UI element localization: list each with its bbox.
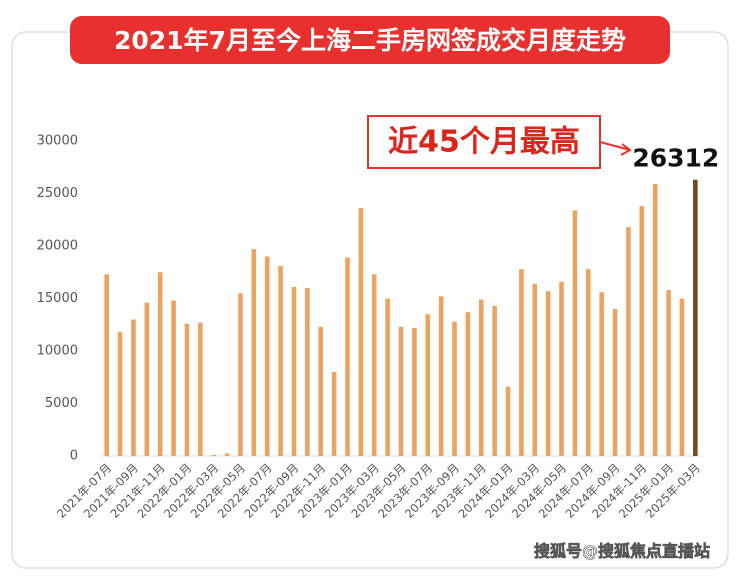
bar [291,286,297,456]
title-ribbon [70,16,670,64]
bar [572,210,578,456]
y-tick-label: 30000 [37,134,78,149]
bar [358,208,364,456]
chart-title: 2021年7月至今上海二手房网签成交月度走势 [114,26,626,55]
bar [626,227,631,456]
bar [452,321,457,456]
bar [264,256,270,456]
bar [652,184,658,457]
bar [585,269,591,456]
bar [211,454,217,456]
watermark: 搜狐号@搜狐焦点直播站 [534,542,710,561]
bar [131,319,136,456]
bar [104,274,109,456]
bar [666,290,671,456]
y-tick-label: 10000 [37,344,78,359]
bar [198,322,203,456]
bar [238,293,243,456]
bar [612,309,618,456]
bar [371,274,377,456]
bar [224,453,230,456]
bar [144,302,150,456]
bar [117,332,123,456]
annotation-box [367,115,601,169]
value-label: 26312 [632,144,719,173]
bar [505,386,511,456]
bar [412,327,417,456]
y-tick-label: 0 [70,449,78,464]
bar [398,326,404,456]
bar [184,323,190,456]
bar [679,298,685,456]
bar [545,291,551,456]
bar [318,326,324,456]
bar [438,296,444,456]
bar [693,179,698,456]
bar [559,281,564,456]
bar [345,257,350,456]
bar [425,314,431,456]
bar [478,299,484,456]
bar [599,292,604,456]
y-tick-label: 5000 [45,396,78,411]
bar [519,269,524,456]
annotation-arrow [599,141,632,156]
bar [251,249,257,456]
bar [532,283,538,456]
bar [278,265,283,456]
y-tick-label: 15000 [37,291,78,306]
y-tick-label: 20000 [37,239,78,254]
bar [465,312,471,456]
y-tick-label: 25000 [37,186,78,201]
bar [157,272,163,456]
bar [331,372,337,456]
bar [492,305,497,456]
annotation: 近45个月最高 [388,125,580,160]
bar [305,288,310,456]
bar [639,206,645,456]
bar [385,298,390,456]
bar [171,300,176,456]
